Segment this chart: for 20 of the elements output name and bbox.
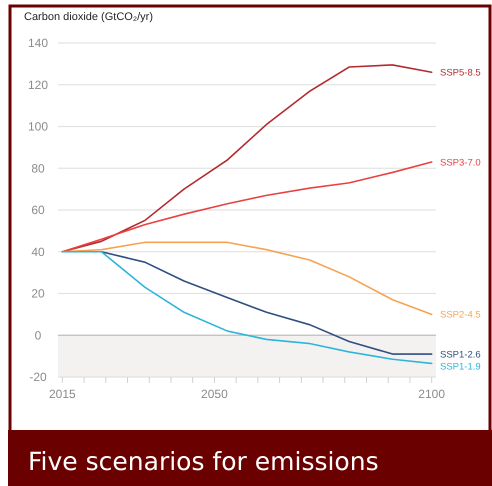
line-series [62, 161, 432, 253]
y-axis-title: Carbon dioxide (GtCO₂/yr) [24, 11, 153, 23]
series-label: SSP5-8.5 [440, 68, 481, 79]
y-tick-label: 60 [31, 203, 45, 218]
series-label: SSP1-1.9 [440, 361, 481, 372]
y-tick-label: -20 [29, 370, 47, 384]
y-tick-label: 100 [28, 120, 48, 134]
series-label: SSP3-7.0 [440, 157, 481, 168]
x-tick-label: 2050 [201, 387, 228, 401]
y-tick-label: 140 [28, 36, 48, 50]
x-tick-label: 2100 [418, 387, 446, 401]
y-tick-label: 40 [31, 244, 45, 259]
x-tick-label: 2015 [48, 387, 76, 401]
series-label: SSP2-4.5 [440, 310, 481, 321]
text: Five scenarios for emissions [28, 447, 379, 476]
y-tick-label: 0 [34, 328, 42, 342]
y-tick-label: 80 [31, 161, 45, 176]
y-tick-label: 120 [28, 78, 48, 92]
series-label: SSP1-2.6 [440, 349, 481, 360]
y-tick-label: 20 [31, 286, 45, 301]
